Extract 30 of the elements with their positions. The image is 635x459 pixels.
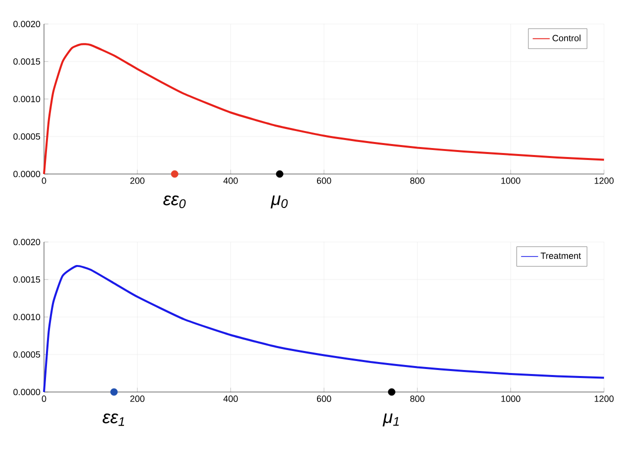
legend-label: Treatment [540,252,581,259]
x-tick-label: 1200 [594,396,614,402]
y-tick-label: 0.0020 [13,238,40,246]
legend-label: Control [552,34,580,42]
x-tick-label: 600 [316,396,332,402]
x-tick-label: 400 [223,178,238,184]
y-tick-label: 0.0000 [13,170,40,178]
x-tick-label: 400 [223,396,238,402]
annotation: εε$_{0}$ [163,196,186,208]
y-tick-label: 0.0005 [13,133,40,140]
x-tick-label: 600 [316,178,332,184]
annotation: μ$_{1}$ [382,414,399,426]
x-tick-label: 0 [42,396,46,402]
y-tick-label: 0.0015 [13,276,40,283]
annotation: εε$_{1}$ [102,414,124,426]
y-tick-label: 0.0010 [13,314,40,320]
y-tick-label: 0.0005 [13,351,40,358]
y-tick-label: 0.0015 [13,58,40,65]
x-tick-label: 1000 [501,178,520,184]
y-tick-label: 0.0010 [13,96,40,102]
x-tick-label: 800 [410,396,424,402]
y-tick-label: 0.0020 [13,20,40,28]
x-tick-label: 200 [130,396,144,402]
y-tick-label: 0.0000 [13,388,40,396]
x-tick-label: 200 [130,178,144,184]
x-tick-label: 0 [42,178,46,184]
annotation: μ$_{0}$ [270,196,288,208]
x-tick-label: 800 [410,178,424,184]
x-tick-label: 1200 [594,178,614,184]
x-tick-label: 1000 [501,396,520,402]
